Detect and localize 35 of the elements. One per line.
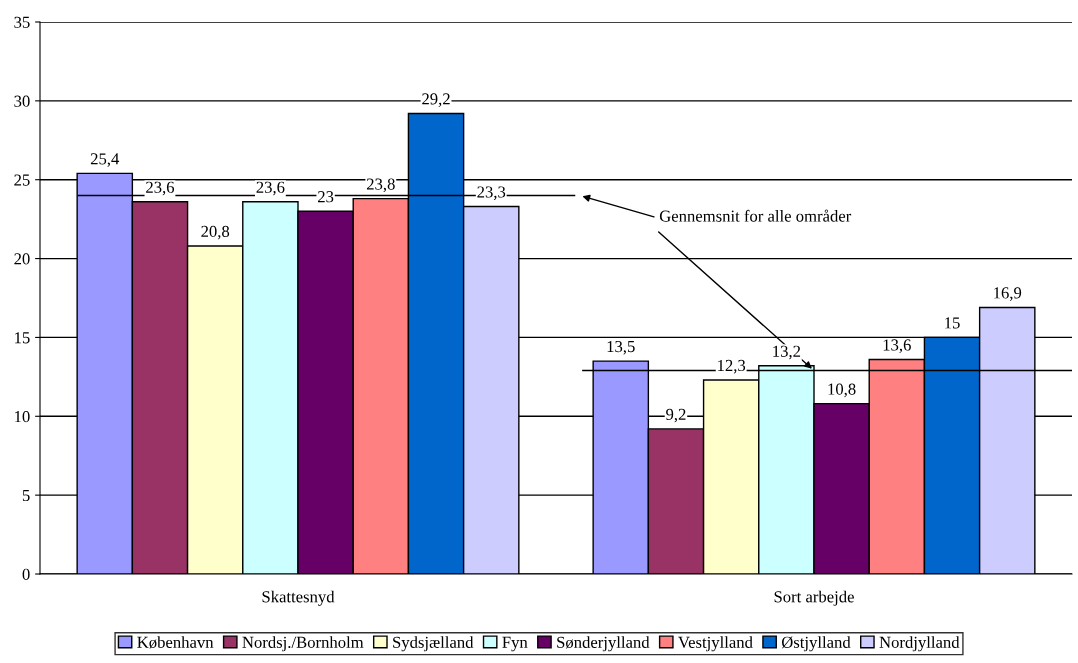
data-label: 23,3: [477, 186, 506, 200]
data-label: 23: [318, 191, 334, 203]
y-tick-label: 10: [15, 410, 30, 423]
y-tick-label: 20: [14, 253, 30, 265]
x-tick-label: Sort arbejde: [774, 590, 854, 606]
data-label: 13,2: [773, 345, 801, 360]
data-label: 10,8: [828, 383, 856, 398]
y-tick-label: 35: [14, 16, 30, 28]
y-tick-label: 25: [14, 174, 30, 186]
legend-label: Sydsjælland: [393, 636, 474, 652]
data-label: 29,2: [422, 93, 450, 107]
y-tick-label: 30: [14, 95, 30, 107]
legend-label: Østjylland: [781, 636, 851, 652]
data-label: 15: [945, 317, 960, 329]
data-label: 12,3: [718, 359, 746, 374]
legend-label: København: [137, 636, 214, 649]
data-label: 16,9: [994, 287, 1022, 301]
legend-label: Fyn: [502, 636, 528, 652]
data-label: 13,5: [607, 340, 635, 355]
data-label: 13,6: [883, 339, 911, 353]
x-tick-label: Skattesnyd: [262, 590, 335, 606]
legend-label: Vestjylland: [678, 636, 753, 652]
annotation: Gennemsnit for alle områder: [659, 209, 852, 222]
y-tick-label: 0: [22, 568, 30, 580]
legend-label: Nordjylland: [879, 636, 960, 652]
y-tick-label: 15: [15, 332, 30, 344]
data-label: 23,6: [256, 181, 285, 196]
y-tick-label: 5: [22, 490, 30, 502]
legend-label: Nordsj./Bornholm: [242, 636, 364, 652]
data-label: 25,4: [90, 153, 120, 167]
data-label: 23,6: [146, 181, 175, 196]
legend-label: Sønderjylland: [557, 636, 650, 652]
data-label: 9,2: [666, 408, 686, 423]
data-label: 20,8: [201, 225, 230, 240]
data-label: 23,8: [366, 178, 395, 193]
